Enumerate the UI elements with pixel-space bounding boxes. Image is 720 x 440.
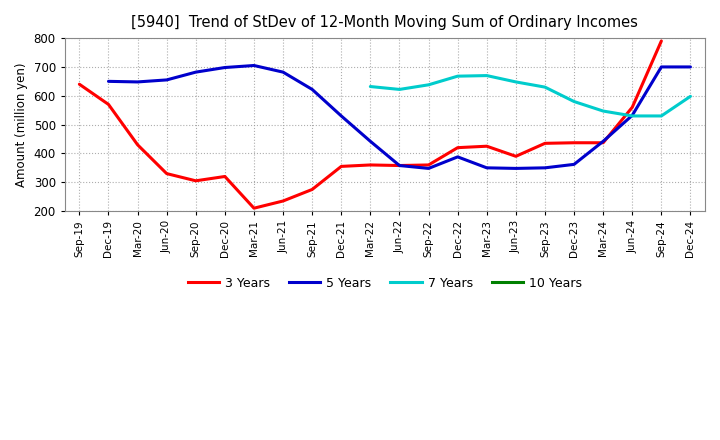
3 Years xyxy=(250,205,258,211)
3 Years xyxy=(220,174,229,179)
3 Years xyxy=(424,162,433,168)
7 Years xyxy=(686,94,695,99)
5 Years xyxy=(279,70,287,75)
3 Years xyxy=(133,142,142,147)
5 Years xyxy=(337,114,346,119)
7 Years xyxy=(541,84,549,90)
3 Years xyxy=(657,38,666,44)
5 Years xyxy=(424,166,433,171)
7 Years xyxy=(599,108,608,114)
5 Years xyxy=(454,154,462,160)
3 Years xyxy=(454,145,462,150)
5 Years xyxy=(482,165,491,170)
3 Years xyxy=(395,163,404,168)
7 Years xyxy=(366,84,374,89)
5 Years xyxy=(133,79,142,84)
3 Years xyxy=(162,171,171,176)
5 Years xyxy=(192,70,200,75)
Y-axis label: Amount (million yen): Amount (million yen) xyxy=(15,62,28,187)
3 Years xyxy=(192,178,200,183)
5 Years xyxy=(366,139,374,144)
3 Years xyxy=(482,143,491,149)
7 Years xyxy=(511,79,520,84)
3 Years xyxy=(337,164,346,169)
3 Years xyxy=(279,198,287,204)
7 Years xyxy=(395,87,404,92)
5 Years xyxy=(657,64,666,70)
7 Years xyxy=(454,73,462,79)
7 Years xyxy=(482,73,491,78)
5 Years xyxy=(570,162,578,167)
5 Years xyxy=(395,163,404,168)
5 Years xyxy=(599,139,608,144)
7 Years xyxy=(657,114,666,119)
5 Years xyxy=(511,166,520,171)
3 Years xyxy=(628,105,636,110)
3 Years xyxy=(599,140,608,145)
5 Years xyxy=(104,79,113,84)
3 Years xyxy=(511,154,520,159)
5 Years xyxy=(628,113,636,118)
7 Years xyxy=(424,82,433,88)
3 Years xyxy=(366,162,374,168)
3 Years xyxy=(75,81,84,87)
5 Years xyxy=(686,64,695,70)
Legend: 3 Years, 5 Years, 7 Years, 10 Years: 3 Years, 5 Years, 7 Years, 10 Years xyxy=(183,272,588,295)
Line: 7 Years: 7 Years xyxy=(370,76,690,116)
5 Years xyxy=(308,87,317,92)
5 Years xyxy=(541,165,549,170)
5 Years xyxy=(250,63,258,68)
3 Years xyxy=(541,141,549,146)
3 Years xyxy=(308,187,317,192)
7 Years xyxy=(570,99,578,104)
Title: [5940]  Trend of StDev of 12-Month Moving Sum of Ordinary Incomes: [5940] Trend of StDev of 12-Month Moving… xyxy=(132,15,639,30)
3 Years xyxy=(104,102,113,107)
5 Years xyxy=(220,65,229,70)
5 Years xyxy=(162,77,171,83)
Line: 5 Years: 5 Years xyxy=(109,66,690,169)
7 Years xyxy=(628,114,636,119)
3 Years xyxy=(570,140,578,145)
Line: 3 Years: 3 Years xyxy=(79,41,662,208)
